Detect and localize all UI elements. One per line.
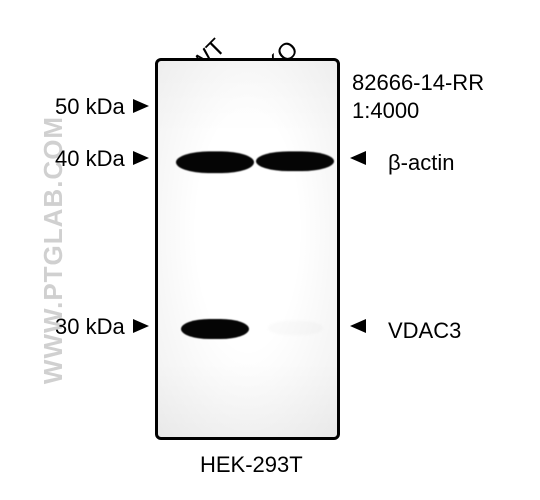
- mw-label-40: 40 kDa: [55, 146, 125, 172]
- band-beta-actin-wt: [176, 151, 254, 173]
- band-piece: [255, 151, 335, 171]
- blot-membrane: [155, 58, 340, 440]
- arrow-beta-actin: [350, 151, 366, 165]
- label-vdac3: VDAC3: [388, 318, 461, 344]
- dilution: 1:4000: [352, 98, 419, 124]
- band-piece: [175, 151, 255, 173]
- band-piece: [268, 321, 323, 335]
- mw-arrow-30: [133, 319, 149, 333]
- label-beta-actin: β-actin: [388, 150, 454, 176]
- mw-label-50: 50 kDa: [55, 94, 125, 120]
- band-piece: [181, 319, 249, 339]
- mw-label-30: 30 kDa: [55, 314, 125, 340]
- band-beta-actin-ko: [256, 151, 334, 171]
- membrane-shade: [158, 61, 337, 437]
- band-vdac3-wt: [181, 319, 249, 339]
- product-code: 82666-14-RR: [352, 70, 484, 96]
- figure-stage: WWW.PTGLAB.COM 50 kDa 40 kDa 30 kDa WT K…: [0, 0, 540, 500]
- mw-arrow-50: [133, 99, 149, 113]
- mw-arrow-40: [133, 151, 149, 165]
- arrow-vdac3: [350, 319, 366, 333]
- cell-line-label: HEK-293T: [200, 452, 303, 478]
- band-vdac3-ko: [268, 321, 323, 335]
